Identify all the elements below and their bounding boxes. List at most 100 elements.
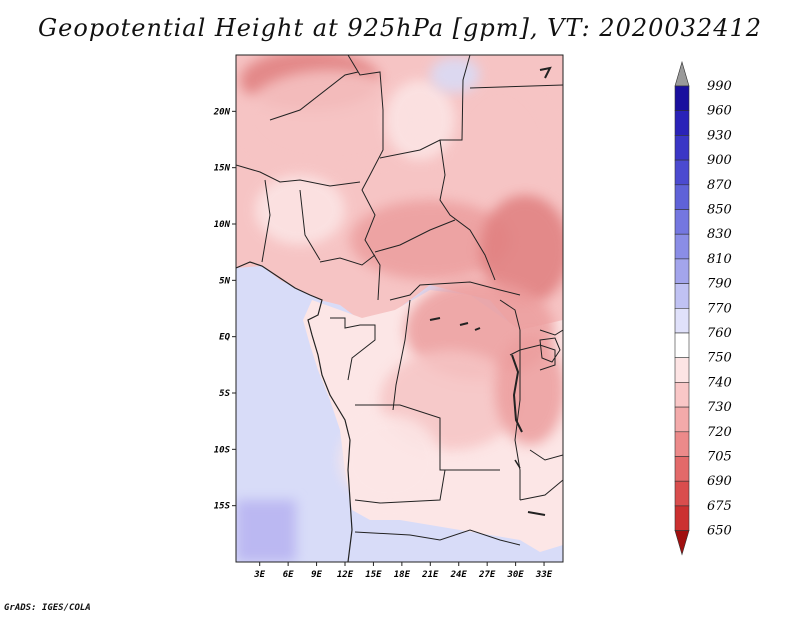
x-tick-label: 6E (283, 570, 294, 580)
colorbar-label: 960 (707, 104, 732, 119)
lake-victoria (539, 337, 561, 363)
border-line (355, 404, 500, 471)
shade-patch (430, 57, 480, 93)
colorbar-swatch (674, 307, 690, 334)
x-tick-label: 15E (365, 570, 382, 580)
x-tick-label: 3E (253, 570, 265, 580)
border-line (392, 299, 411, 411)
chart-title: Geopotential Height at 925hPa [gpm], VT:… (38, 14, 762, 42)
border-line (539, 329, 563, 336)
border-line (529, 449, 563, 461)
colorbar-swatch (674, 135, 690, 161)
colorbar-label: 720 (707, 425, 732, 440)
colorbar-swatch (674, 233, 690, 260)
border-line (374, 219, 456, 253)
border-line (514, 330, 521, 500)
colorbar-label: 930 (707, 128, 732, 143)
colorbar-swatch (674, 382, 690, 408)
y-tick-label: 5S (219, 389, 230, 399)
colorbar-swatch (674, 505, 690, 531)
border-line (354, 529, 521, 546)
colorbar-label: 990 (707, 79, 732, 94)
shade-patch (240, 70, 420, 170)
colorbar: 990 960 930 900 870 850 830 810 790 770 760 750 740 7… (674, 60, 732, 556)
colorbar-label: 810 (707, 252, 732, 267)
shade-patch (350, 200, 510, 280)
colorbar-label: 790 (707, 277, 732, 292)
y-tick-label: 20N (213, 107, 231, 117)
border-line (439, 139, 496, 281)
colorbar-swatch (674, 283, 690, 309)
lake-nasser (539, 66, 552, 79)
y-tick-label: 5N (219, 276, 230, 286)
colorbar-label: 830 (707, 227, 732, 242)
border-line (379, 55, 471, 159)
colorbar-swatch (674, 258, 690, 284)
colorbar-label: 740 (707, 375, 732, 390)
x-tick-label: 12E (337, 570, 354, 580)
colorbar-swatch (674, 431, 690, 457)
colorbar-label: 850 (707, 203, 732, 218)
y-tick-label: 15S (214, 502, 231, 512)
border-line (519, 479, 563, 501)
colorbar-swatch (674, 332, 690, 359)
lakes (429, 66, 561, 516)
border-line (389, 281, 521, 301)
colorbar-label: 750 (707, 351, 732, 366)
border-line (509, 344, 556, 371)
colorbar-label: 760 (707, 326, 732, 341)
border-line (499, 299, 521, 331)
x-tick-label: 9E (311, 570, 322, 580)
colorbar-label: 770 (707, 301, 732, 316)
border-line (347, 55, 384, 301)
colorbar-label: 900 (707, 153, 732, 168)
x-tick-label: 18E (394, 570, 411, 580)
colorbar-swatch (674, 456, 690, 482)
colorbar-label: 870 (707, 178, 732, 193)
colorbar-swatch (674, 480, 690, 507)
x-tick-label: 30E (506, 570, 524, 580)
x-tick-label: 27E (478, 570, 496, 580)
y-axis: 20N 15N 10N 5N EQ 5S 10S 15S (213, 107, 236, 512)
colorbar-label: 730 (707, 400, 732, 415)
lake-mweru (514, 459, 521, 469)
border-line (330, 317, 376, 381)
shade-patch (255, 175, 345, 245)
colorbar-label: 675 (707, 499, 732, 514)
y-tick-label: 10N (214, 220, 231, 230)
colorbar-top-arrow (674, 60, 690, 87)
colorbar-swatch (674, 357, 690, 383)
colorbar-label: 690 (707, 474, 732, 489)
x-tick-label: 21E (421, 570, 439, 580)
border-line (299, 189, 321, 261)
map-frame (235, 54, 564, 563)
shade-patch (480, 195, 563, 305)
river-marks (429, 317, 481, 331)
colorbar-swatch (674, 184, 690, 210)
coastline (236, 261, 353, 562)
colorbar-swatch (674, 406, 690, 433)
country-borders (236, 55, 563, 546)
colorbar-label: 705 (707, 450, 732, 465)
map-area (236, 55, 563, 562)
ocean-deep-fill (236, 500, 296, 562)
colorbar-label: 650 (707, 524, 732, 539)
shade-patch (495, 335, 563, 445)
x-axis: 3E 6E 9E 12E 15E 18E 21E 24E 27E 30E 33E (253, 562, 553, 580)
colorbar-bottom-arrow (674, 530, 690, 556)
y-tick-label: EQ (219, 333, 230, 343)
grads-credit: GrADS: IGES/COLA (4, 603, 91, 613)
lake-tanganyika (511, 354, 523, 433)
colorbar-swatch (674, 85, 690, 112)
lake-kariba (527, 511, 546, 516)
border-line (236, 164, 361, 187)
y-tick-label: 15N (214, 164, 231, 174)
shade-patch (340, 415, 440, 505)
x-tick-label: 33E (535, 570, 553, 580)
border-line (261, 179, 271, 263)
colorbar-swatch (674, 209, 690, 235)
border-line (269, 71, 359, 121)
shade-patch (385, 80, 455, 160)
colorbar-swatch (674, 159, 690, 186)
